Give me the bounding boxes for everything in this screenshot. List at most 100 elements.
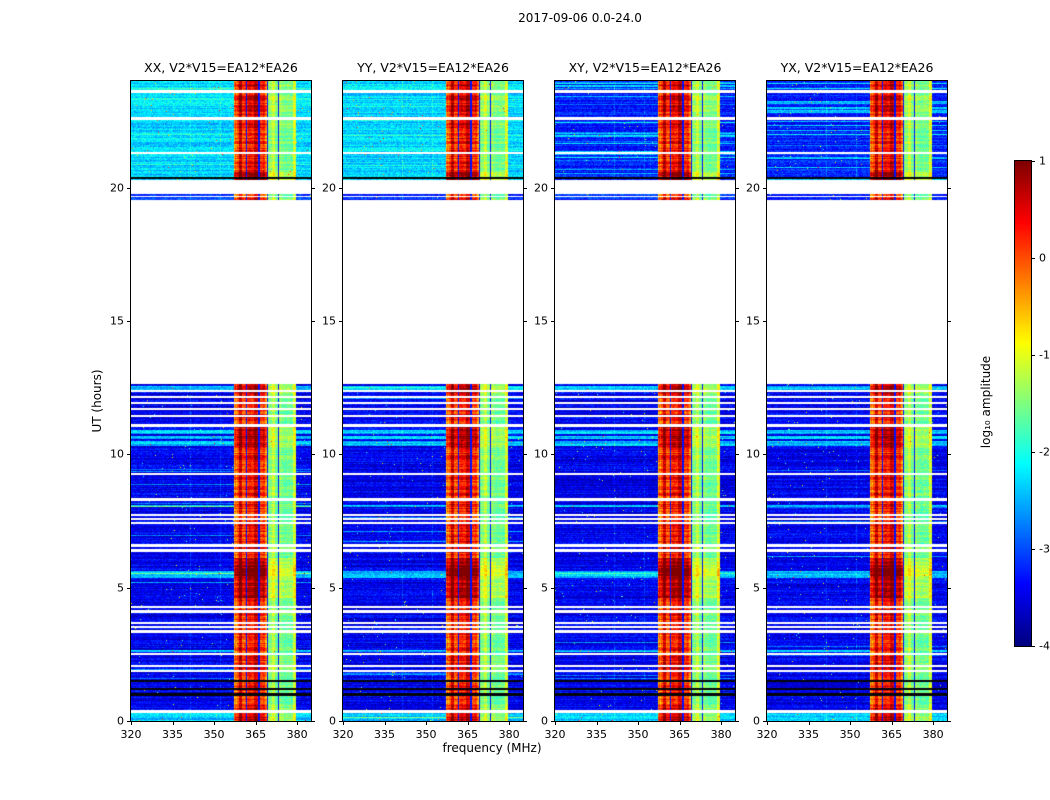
colorbar-tick-label: -2 xyxy=(1039,445,1050,459)
colorbar-tick-mark xyxy=(1031,646,1035,647)
colorbar-tick-mark xyxy=(1031,549,1035,550)
y-tick-label: 0 xyxy=(117,714,124,728)
y-tick-mark xyxy=(551,321,555,322)
colorbar-tick-label: -3 xyxy=(1039,542,1050,556)
y-tick-mark xyxy=(735,721,739,722)
colorbar-tick-mark xyxy=(1031,452,1035,453)
x-tick-mark xyxy=(214,721,216,725)
panel-title-xy: XY, V2*V15=EA12*EA26 xyxy=(568,60,722,75)
y-tick-mark xyxy=(551,721,555,722)
y-tick-mark xyxy=(339,454,343,456)
y-tick-mark xyxy=(763,321,767,322)
x-tick-label: 365 xyxy=(669,728,691,741)
x-tick-mark xyxy=(679,721,681,725)
x-tick-label: 335 xyxy=(798,728,820,741)
colorbar-tick-mark xyxy=(1031,355,1035,356)
x-tick-label: 320 xyxy=(756,728,778,741)
x-tick-label: 380 xyxy=(498,728,520,741)
y-tick-mark xyxy=(551,454,555,456)
y-tick-mark xyxy=(311,187,315,189)
figure-title: 2017-09-06 0.0-24.0 xyxy=(518,11,642,25)
x-tick-label: 365 xyxy=(245,728,267,741)
x-tick-mark xyxy=(131,721,132,725)
x-tick-label: 380 xyxy=(710,728,732,741)
y-tick-label: 10 xyxy=(110,447,124,461)
y-tick-mark xyxy=(339,187,343,189)
y-tick-mark xyxy=(523,721,527,722)
y-tick-label: 5 xyxy=(541,581,548,595)
y-tick-label: 20 xyxy=(534,181,548,195)
colorbar-tick-label: 0 xyxy=(1039,251,1046,265)
x-tick-label: 335 xyxy=(162,728,184,741)
x-tick-label: 350 xyxy=(839,728,861,741)
y-tick-mark xyxy=(127,454,131,456)
y-tick-mark xyxy=(947,587,951,589)
y-tick-label: 10 xyxy=(534,447,548,461)
colorbar-tick-label: -1 xyxy=(1039,348,1050,362)
y-tick-mark xyxy=(523,587,527,589)
colorbar-tick-label: -4 xyxy=(1039,639,1050,653)
panel-title-xx: XX, V2*V15=EA12*EA26 xyxy=(144,60,298,75)
x-tick-label: 380 xyxy=(922,728,944,741)
y-tick-label: 5 xyxy=(329,581,336,595)
y-tick-mark xyxy=(735,587,739,589)
x-tick-mark xyxy=(891,721,893,725)
y-tick-label: 15 xyxy=(746,314,760,328)
x-tick-mark xyxy=(555,721,556,725)
panel-title-yx: YX, V2*V15=EA12*EA26 xyxy=(780,60,934,75)
y-tick-label: 10 xyxy=(746,447,760,461)
y-tick-mark xyxy=(339,721,343,722)
y-axis-label: UT (hours) xyxy=(90,369,104,433)
y-tick-mark xyxy=(127,587,131,589)
y-tick-mark xyxy=(339,587,343,589)
spectrogram-panel-xx: XX, V2*V15=EA12*EA26 0 5 10 15 20 320 335 350 36… xyxy=(110,60,315,740)
x-tick-mark xyxy=(255,721,257,725)
x-tick-mark xyxy=(850,721,852,725)
y-tick-mark xyxy=(763,587,767,589)
x-tick-mark xyxy=(426,721,428,725)
x-tick-mark xyxy=(808,721,810,725)
x-tick-label: 350 xyxy=(627,728,649,741)
spectrogram-panel-yx: YX, V2*V15=EA12*EA26 0 5 10 15 20 320 335 350 36… xyxy=(746,60,951,740)
spectrogram-canvas-xx xyxy=(131,81,311,721)
colorbar-tick-mark xyxy=(1031,161,1035,162)
colorbar-label: log₁₀ amplitude xyxy=(979,355,993,449)
y-tick-mark xyxy=(311,321,315,322)
x-tick-label: 335 xyxy=(586,728,608,741)
x-tick-mark xyxy=(343,721,344,725)
y-tick-mark xyxy=(947,454,951,456)
y-tick-mark xyxy=(551,187,555,189)
y-tick-label: 20 xyxy=(110,181,124,195)
x-tick-mark xyxy=(721,721,723,725)
colorbar-gradient xyxy=(1015,161,1031,646)
y-tick-mark xyxy=(763,187,767,189)
y-tick-mark xyxy=(127,321,131,322)
y-tick-label: 10 xyxy=(322,447,336,461)
x-tick-mark xyxy=(509,721,511,725)
y-tick-mark xyxy=(523,454,527,456)
y-tick-label: 0 xyxy=(541,714,548,728)
y-tick-label: 15 xyxy=(110,314,124,328)
x-tick-label: 380 xyxy=(286,728,308,741)
y-tick-mark xyxy=(947,321,951,322)
y-tick-mark xyxy=(763,454,767,456)
colorbar: 1 0 -1 -2 -3 -4 xyxy=(1014,156,1050,652)
colorbar-tick-label: 1 xyxy=(1039,154,1046,168)
spectrogram-canvas-yy xyxy=(343,81,523,721)
x-tick-mark xyxy=(596,721,598,725)
x-axis-label: frequency (MHz) xyxy=(442,741,542,755)
y-tick-label: 20 xyxy=(322,181,336,195)
x-tick-mark xyxy=(467,721,469,725)
colorbar-tick-mark xyxy=(1031,258,1035,259)
x-tick-label: 320 xyxy=(544,728,566,741)
y-tick-label: 5 xyxy=(117,581,124,595)
y-tick-mark xyxy=(523,187,527,189)
x-tick-label: 365 xyxy=(457,728,479,741)
y-tick-label: 15 xyxy=(534,314,548,328)
x-tick-label: 320 xyxy=(120,728,142,741)
y-tick-mark xyxy=(735,321,739,322)
spectrogram-panel-xy: XY, V2*V15=EA12*EA26 0 5 10 15 20 320 335 350 36… xyxy=(534,60,739,740)
y-tick-mark xyxy=(339,321,343,322)
panel-title-yy: YY, V2*V15=EA12*EA26 xyxy=(357,60,509,75)
